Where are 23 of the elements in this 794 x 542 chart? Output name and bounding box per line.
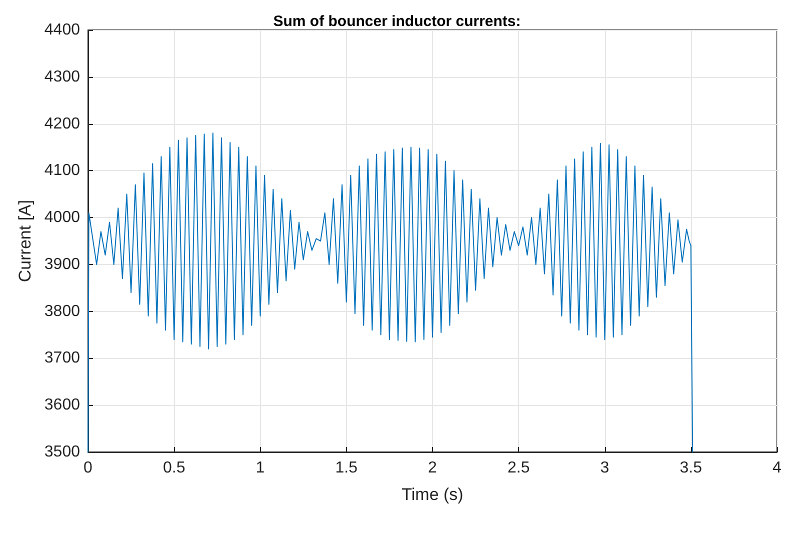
y-tick-label: 3900	[44, 256, 80, 273]
y-axis-title: Current [A]	[16, 200, 35, 282]
x-tick-label: 0	[84, 460, 93, 476]
y-tick-label: 4100	[44, 162, 80, 180]
x-axis-title: Time (s)	[402, 485, 464, 504]
y-tick-label: 4200	[44, 115, 80, 132]
y-tick-label: 4300	[44, 68, 80, 86]
y-tick-label: 3700	[44, 350, 80, 367]
x-tick-label: 2	[428, 460, 438, 476]
y-tick-label: 3500	[44, 444, 80, 460]
line-series	[88, 132, 694, 452]
x-tick-label: 2.5	[508, 460, 530, 476]
x-tick-label: 0.5	[163, 460, 186, 476]
x-tick-label: 3.5	[680, 460, 702, 476]
x-tick-label: 1	[256, 460, 265, 476]
x-tick-label: 4	[772, 460, 782, 476]
x-tick-label: 3	[600, 460, 610, 476]
chart-title: Sum of bouncer inductor currents:	[273, 13, 521, 30]
x-tick-label: 1.5	[335, 460, 358, 476]
y-tick-label: 3600	[44, 396, 80, 414]
y-tick-label: 3800	[44, 302, 80, 320]
y-tick-label: 4000	[44, 209, 80, 226]
y-tick-label: 4400	[44, 22, 80, 38]
